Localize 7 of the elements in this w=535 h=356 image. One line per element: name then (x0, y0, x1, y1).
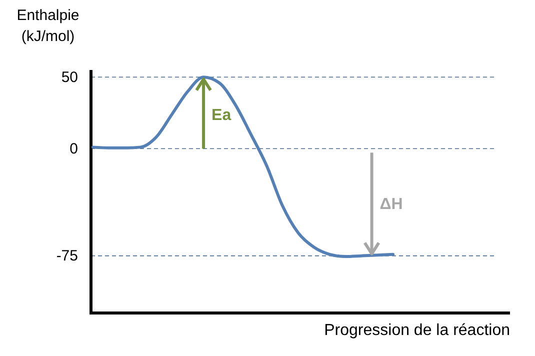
y-tick-label: 0 (70, 140, 78, 158)
y-tick-label: 50 (61, 68, 78, 86)
x-axis-title: Progression de la réaction (324, 322, 510, 339)
y-axis-title: Enthalpie (kJ/mol) (16, 7, 80, 45)
y-tick-label: -75 (56, 248, 78, 265)
annotation: Ea (212, 106, 232, 124)
annotation: ΔH (380, 196, 403, 214)
